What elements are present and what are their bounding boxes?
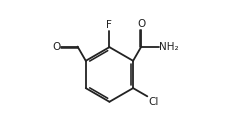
Text: NH₂: NH₂	[159, 42, 179, 52]
Text: F: F	[106, 20, 112, 30]
Text: Cl: Cl	[148, 97, 158, 107]
Text: O: O	[52, 42, 60, 52]
Text: O: O	[137, 19, 145, 29]
